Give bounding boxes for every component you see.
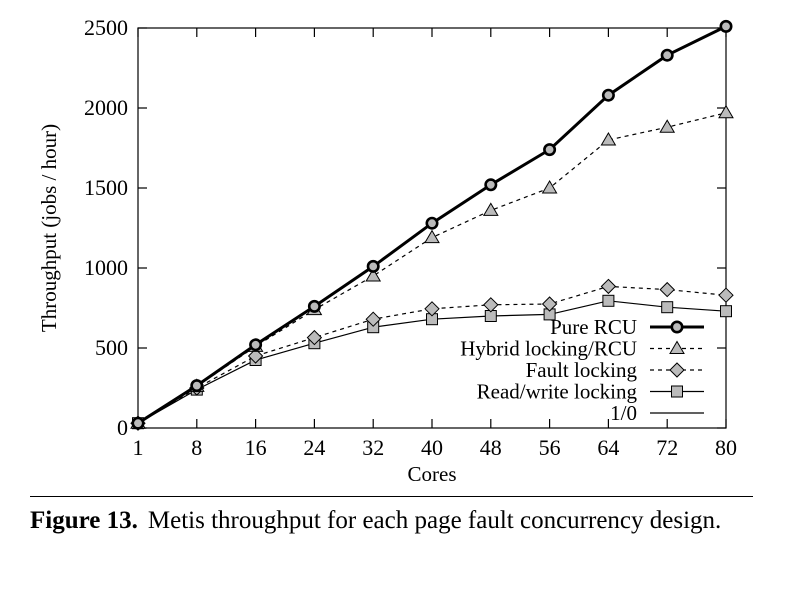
data-point-read-write-locking <box>602 294 615 307</box>
x-tick-label: 8 <box>191 435 202 460</box>
data-point-hybrid-locking-rcu <box>482 202 499 216</box>
legend-label: Read/write locking <box>477 380 638 404</box>
data-point-pure-rcu <box>190 379 204 393</box>
data-point-pure-rcu <box>307 299 321 313</box>
figure-caption: Figure 13. Metis throughput for each page… <box>30 506 770 536</box>
legend-label: Hybrid locking/RCU <box>460 337 637 361</box>
x-tick-label: 16 <box>245 435 267 460</box>
legend-marker <box>671 385 683 398</box>
x-tick-label: 24 <box>303 435 325 460</box>
data-point-pure-rcu <box>543 143 557 157</box>
legend-entry-hybrid-locking-rcu: Hybrid locking/RCU <box>460 337 704 361</box>
data-point-pure-rcu <box>719 19 733 33</box>
legend-label: 1/0 <box>610 401 637 425</box>
legend-entry-read-write-locking: Read/write locking <box>477 380 704 404</box>
data-point-fault-locking <box>306 329 323 346</box>
data-point-fault-locking <box>718 287 734 303</box>
caption-text: Metis throughput for each page fault con… <box>147 507 722 534</box>
x-axis: 1 8 16 24 32 40 48 56 64 72 80 <box>133 28 737 460</box>
legend-entry-fault-locking: Fault locking <box>526 358 704 382</box>
series-fault-locking <box>130 278 734 431</box>
series-layer <box>130 19 734 431</box>
caption-divider <box>30 496 753 497</box>
legend-entry-1-0: 1/0 <box>610 401 704 425</box>
legend-marker <box>669 340 685 354</box>
legend-entry-pure-rcu: Pure RCU <box>550 315 704 339</box>
y-tick-label: 2500 <box>84 15 128 40</box>
data-point-fault-locking <box>600 278 617 295</box>
series-hybrid-locking-rcu <box>130 104 734 429</box>
data-point-fault-locking <box>365 311 381 327</box>
data-point-pure-rcu <box>131 416 145 430</box>
y-tick-label: 500 <box>95 335 128 360</box>
series-line-fault-locking <box>137 285 727 424</box>
data-point-pure-rcu <box>249 338 263 352</box>
x-tick-label: 40 <box>421 435 443 460</box>
x-tick-label: 80 <box>715 435 737 460</box>
y-tick-label: 2000 <box>84 95 128 120</box>
data-point-pure-rcu <box>366 259 380 273</box>
data-point-fault-locking <box>541 296 558 312</box>
data-point-hybrid-locking-rcu <box>424 229 440 244</box>
data-point-hybrid-locking-rcu <box>718 104 734 119</box>
data-point-fault-locking <box>247 348 264 364</box>
legend-marker <box>670 320 684 334</box>
data-point-pure-rcu <box>425 216 439 230</box>
legend-label: Pure RCU <box>550 315 637 339</box>
figure-label: Figure 13. <box>30 507 138 534</box>
series-pure-rcu <box>131 19 733 430</box>
x-tick-label: 32 <box>362 435 384 460</box>
y-axis-title: Throughput (jobs / hour) <box>37 124 61 332</box>
y-tick-label: 0 <box>117 415 128 440</box>
data-point-fault-locking <box>424 301 440 317</box>
x-tick-label: 64 <box>597 435 619 460</box>
data-point-hybrid-locking-rcu <box>659 119 676 133</box>
x-tick-label: 72 <box>656 435 678 460</box>
series-line-hybrid-locking-rcu <box>137 112 727 424</box>
data-point-pure-rcu <box>660 48 674 62</box>
x-tick-label: 1 <box>133 435 144 460</box>
data-point-fault-locking <box>659 281 675 298</box>
y-tick-label: 1000 <box>84 255 128 280</box>
data-point-hybrid-locking-rcu <box>541 180 558 194</box>
data-point-read-write-locking <box>720 305 732 318</box>
x-tick-label: 48 <box>480 435 502 460</box>
data-point-read-write-locking <box>661 301 674 314</box>
data-point-pure-rcu <box>484 178 498 192</box>
y-tick-label: 1500 <box>84 175 128 200</box>
legend-label: Fault locking <box>526 358 638 382</box>
data-point-hybrid-locking-rcu <box>600 132 617 146</box>
data-point-pure-rcu <box>601 88 615 102</box>
y-axis: 0 500 1000 1500 2000 2500 <box>84 15 726 440</box>
data-point-hybrid-locking-rcu <box>365 268 382 282</box>
chart: 0 500 1000 1500 2000 2500 1 8 16 24 32 40 48 56 64 72 8… <box>37 15 737 486</box>
legend-marker <box>669 362 685 378</box>
x-axis-title: Cores <box>408 462 457 486</box>
data-point-fault-locking <box>483 297 499 313</box>
x-tick-label: 56 <box>539 435 561 460</box>
